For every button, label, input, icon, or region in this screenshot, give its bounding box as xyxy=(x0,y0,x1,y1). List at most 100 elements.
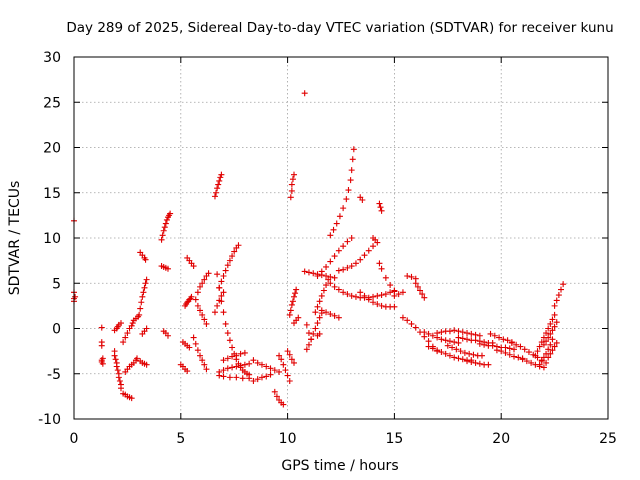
data-point xyxy=(224,355,231,362)
data-point xyxy=(340,266,347,273)
data-point xyxy=(254,359,261,366)
data-point xyxy=(116,377,123,384)
data-point xyxy=(129,320,136,327)
data-point xyxy=(451,327,458,334)
data-point xyxy=(239,375,246,382)
series-c7 xyxy=(194,270,212,296)
data-point xyxy=(271,367,278,374)
data-point xyxy=(538,358,545,365)
data-point xyxy=(506,351,513,358)
data-point xyxy=(540,364,547,371)
data-point xyxy=(136,311,143,318)
data-point xyxy=(250,357,257,364)
data-point xyxy=(382,274,389,281)
data-point xyxy=(421,329,428,336)
data-point xyxy=(540,341,547,348)
data-point xyxy=(553,319,560,326)
data-point xyxy=(545,325,552,332)
series-e6 xyxy=(286,286,300,318)
data-point xyxy=(214,271,221,278)
series-j6 xyxy=(551,281,567,309)
data-point xyxy=(521,346,528,353)
data-point xyxy=(464,336,471,343)
series-c6 xyxy=(192,296,210,327)
data-point xyxy=(374,301,381,308)
data-point xyxy=(160,227,167,234)
data-point xyxy=(318,292,325,299)
data-point xyxy=(184,368,191,375)
data-point xyxy=(335,247,342,254)
data-point xyxy=(291,359,298,366)
data-point xyxy=(511,346,518,353)
data-point xyxy=(303,321,310,328)
data-point xyxy=(553,297,560,304)
data-point xyxy=(429,332,436,339)
data-point xyxy=(451,339,458,346)
data-point xyxy=(378,207,385,214)
data-point xyxy=(528,359,535,366)
data-point xyxy=(301,268,308,275)
data-point xyxy=(241,361,248,368)
data-point xyxy=(532,352,539,359)
data-point xyxy=(229,353,236,360)
data-point xyxy=(464,330,471,337)
data-point xyxy=(143,325,150,332)
data-point xyxy=(547,320,554,327)
series-h4 xyxy=(421,329,462,346)
data-point xyxy=(412,280,419,287)
data-point xyxy=(517,343,524,350)
data-point xyxy=(192,296,199,303)
data-point xyxy=(502,349,509,356)
data-point xyxy=(140,289,147,296)
data-point xyxy=(287,194,294,201)
data-point xyxy=(318,268,325,275)
data-point xyxy=(399,314,406,321)
data-point xyxy=(314,303,321,310)
data-point xyxy=(229,344,236,351)
data-point xyxy=(327,280,334,287)
data-point xyxy=(434,330,441,337)
data-point xyxy=(478,352,485,359)
data-point xyxy=(318,307,325,314)
data-point xyxy=(222,267,229,274)
data-point xyxy=(534,348,541,355)
data-point xyxy=(348,167,355,174)
data-point xyxy=(340,205,347,212)
data-point xyxy=(502,344,509,351)
series-a7 xyxy=(136,276,150,318)
data-point xyxy=(357,289,364,296)
series-a5 xyxy=(122,355,141,375)
data-point xyxy=(446,338,453,345)
data-point xyxy=(291,293,298,300)
series-e1 xyxy=(250,357,283,375)
data-point xyxy=(347,177,354,184)
data-point xyxy=(286,311,293,318)
data-point xyxy=(412,324,419,331)
series-a6 xyxy=(120,390,135,402)
series-g2 xyxy=(335,243,377,274)
data-point xyxy=(98,324,105,331)
data-point xyxy=(220,357,227,364)
series-e7 xyxy=(287,171,298,201)
data-point xyxy=(117,320,124,327)
series-e2 xyxy=(250,371,274,384)
data-point xyxy=(194,302,201,309)
data-point xyxy=(519,356,526,363)
data-point xyxy=(391,287,398,294)
data-point xyxy=(349,156,356,163)
y-tick-label: 20 xyxy=(43,141,61,157)
data-point xyxy=(312,325,319,332)
data-point xyxy=(128,395,135,402)
data-point xyxy=(455,355,462,362)
series-c8 xyxy=(211,171,225,200)
data-point xyxy=(370,293,377,300)
data-point xyxy=(359,196,366,203)
data-point xyxy=(331,274,338,281)
data-point xyxy=(323,282,330,289)
data-point xyxy=(333,220,340,227)
data-point xyxy=(543,330,550,337)
data-point xyxy=(280,361,287,368)
data-point xyxy=(241,349,248,356)
data-point xyxy=(457,348,464,355)
data-point xyxy=(218,278,225,285)
